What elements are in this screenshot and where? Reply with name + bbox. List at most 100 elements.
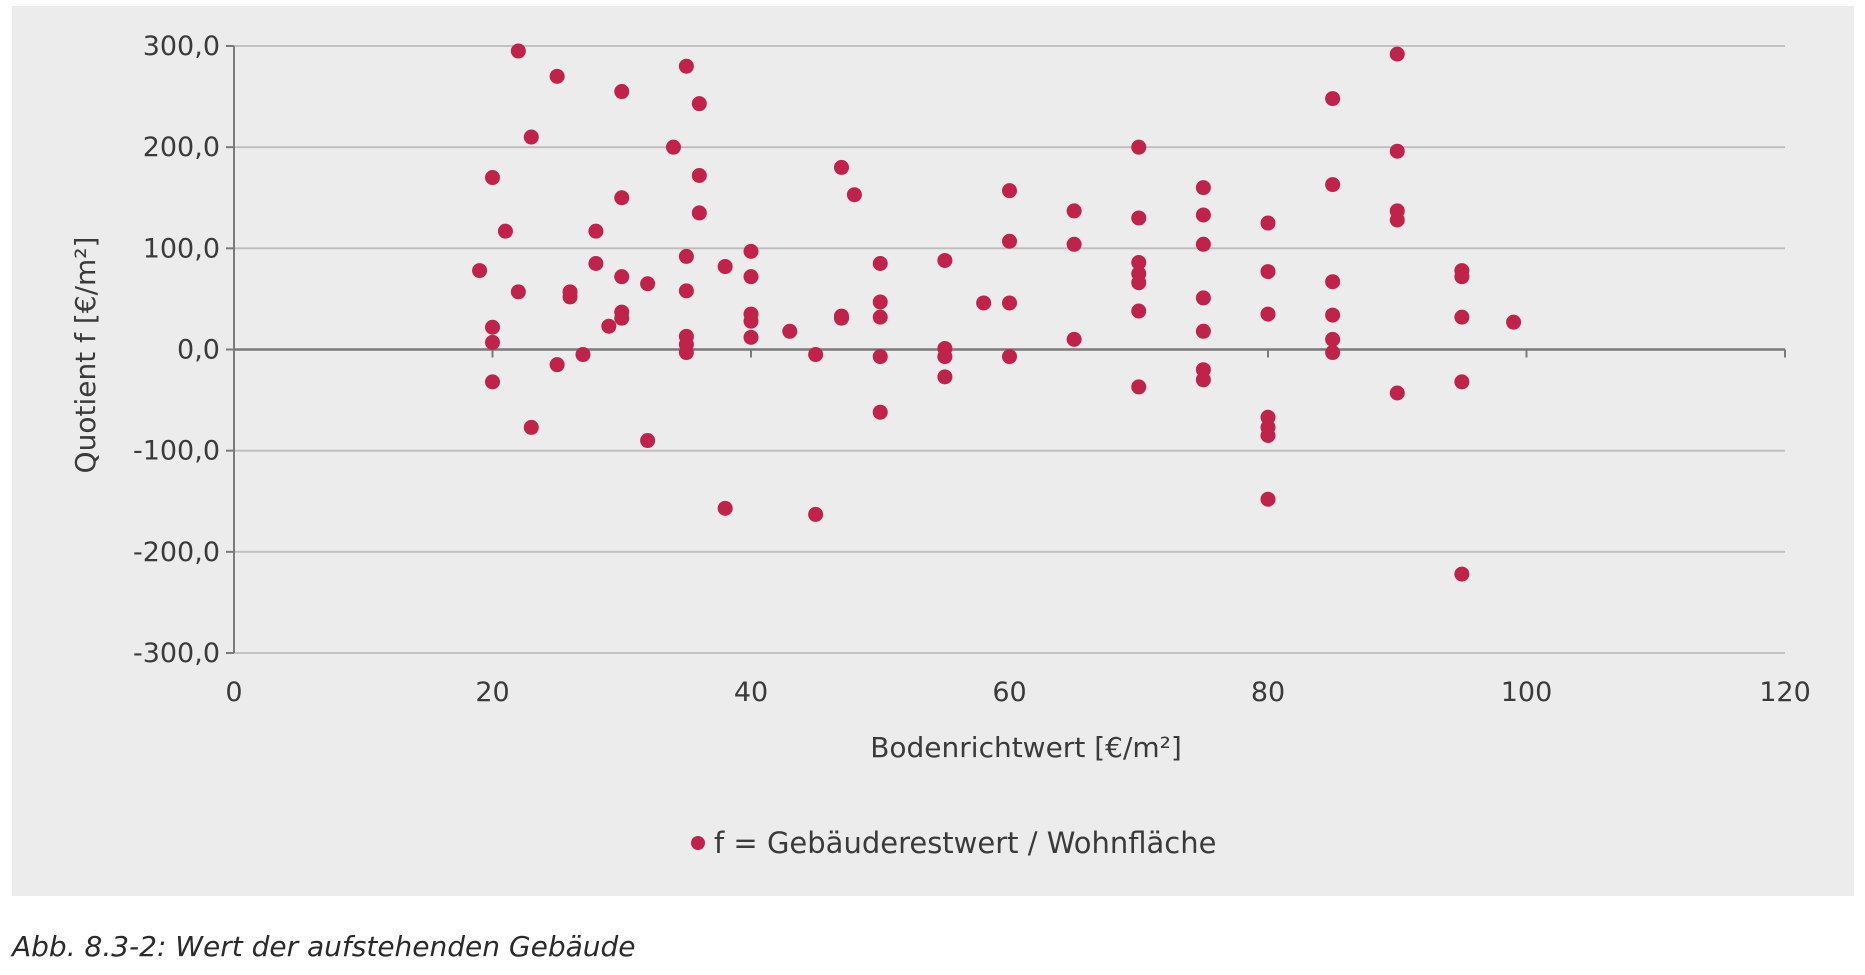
x-tick-label: 40 <box>734 677 768 708</box>
data-point <box>678 345 694 361</box>
data-point <box>1325 274 1341 290</box>
data-point <box>976 295 992 311</box>
figure-caption: Abb. 8.3-2: Wert der aufstehenden Gebäud… <box>12 930 636 963</box>
data-point <box>1195 372 1211 388</box>
data-point <box>937 252 953 268</box>
data-point <box>1066 203 1082 219</box>
data-point <box>1131 139 1147 155</box>
data-point <box>640 433 656 449</box>
y-tick-label: -300,0 <box>133 638 220 669</box>
data-point <box>1002 233 1017 249</box>
data-point <box>614 190 630 206</box>
scatter-chart: 0 20 40 60 80 100 120 300,0 200,0 100,0 0,0 -100,0… <box>69 31 1811 860</box>
data-point <box>833 159 849 175</box>
data-point <box>1389 46 1405 62</box>
data-point <box>846 187 862 203</box>
data-point <box>937 369 953 385</box>
data-point <box>1131 210 1147 226</box>
data-point <box>678 58 694 74</box>
data-point <box>485 170 500 186</box>
data-point <box>808 347 824 363</box>
data-point <box>678 283 694 299</box>
data-point <box>1195 290 1211 306</box>
x-tick-label: 120 <box>1759 677 1811 708</box>
data-point <box>485 319 500 335</box>
y-tick-label: 0,0 <box>177 335 220 366</box>
data-point <box>510 284 526 300</box>
data-point <box>833 310 849 326</box>
y-tick-label: 100,0 <box>143 233 220 264</box>
data-points <box>472 43 1522 582</box>
x-tick-labels: 0 20 40 60 80 100 120 <box>225 677 1810 708</box>
data-point <box>808 506 824 522</box>
data-point <box>497 223 513 239</box>
data-point <box>1260 306 1276 322</box>
data-point <box>510 43 526 59</box>
data-point <box>691 96 707 112</box>
x-tick-label: 80 <box>1251 677 1285 708</box>
data-point <box>743 243 759 259</box>
data-point <box>717 500 733 516</box>
data-point <box>1260 491 1276 507</box>
legend: f = Gebäuderestwert / Wohnfläche <box>691 826 1216 860</box>
data-point <box>614 269 630 285</box>
data-point <box>1325 177 1341 193</box>
data-point <box>1002 349 1017 365</box>
y-tick-label: -100,0 <box>133 436 220 467</box>
x-tick-label: 60 <box>992 677 1026 708</box>
data-point <box>485 374 500 390</box>
data-point <box>872 256 888 272</box>
y-tick-label: 300,0 <box>143 31 220 62</box>
data-point <box>1131 275 1147 291</box>
x-tick-label: 0 <box>225 677 242 708</box>
data-point <box>872 309 888 325</box>
data-point <box>665 139 681 155</box>
legend-marker <box>691 836 705 850</box>
chart-panel: 0 20 40 60 80 100 120 300,0 200,0 100,0 0,0 -100,0… <box>12 6 1854 896</box>
y-tick-label: 200,0 <box>143 132 220 163</box>
y-tick-label: -200,0 <box>133 537 220 568</box>
data-point <box>1131 303 1147 319</box>
y-tick-labels: 300,0 200,0 100,0 0,0 -100,0 -200,0 -300,0 <box>133 31 220 669</box>
data-point <box>1389 385 1405 401</box>
data-point <box>1454 566 1470 582</box>
data-point <box>782 323 798 339</box>
data-point <box>1131 379 1147 395</box>
data-point <box>743 329 759 345</box>
data-point <box>1066 331 1082 347</box>
data-point <box>1454 309 1470 325</box>
data-point <box>614 310 630 326</box>
legend-label: f = Gebäuderestwert / Wohnfläche <box>714 826 1216 860</box>
data-point <box>1260 264 1276 280</box>
data-point <box>1260 427 1276 443</box>
data-point <box>523 129 539 145</box>
data-point <box>1325 307 1341 323</box>
data-point <box>1131 254 1147 270</box>
data-point <box>1325 345 1341 361</box>
data-point <box>743 313 759 329</box>
data-point <box>1389 212 1405 228</box>
data-point <box>549 68 565 84</box>
data-point <box>588 223 604 239</box>
data-point <box>1454 269 1470 285</box>
data-point <box>640 276 656 292</box>
data-point <box>743 269 759 285</box>
data-point <box>549 357 565 373</box>
data-point <box>485 334 500 350</box>
data-point <box>678 248 694 264</box>
data-point <box>1066 236 1082 252</box>
data-point <box>1195 207 1211 223</box>
data-point <box>1195 236 1211 252</box>
data-point <box>872 294 888 310</box>
data-point <box>1506 314 1522 330</box>
data-point <box>937 349 953 365</box>
data-point <box>601 318 617 334</box>
data-point <box>588 256 604 272</box>
data-point <box>717 259 733 275</box>
data-point <box>872 349 888 365</box>
data-point <box>562 289 578 305</box>
x-tick-label: 20 <box>475 677 509 708</box>
data-point <box>472 263 488 279</box>
data-point <box>1325 331 1341 347</box>
x-axis-title: Bodenrichtwert [€/m²] <box>870 731 1182 764</box>
